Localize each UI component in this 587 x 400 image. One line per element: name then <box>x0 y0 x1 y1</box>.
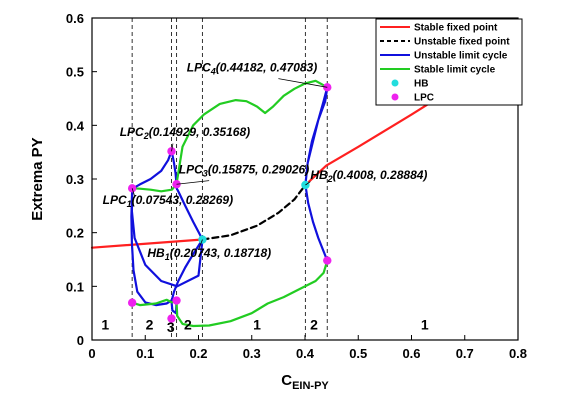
lpc-point-5 <box>323 83 332 92</box>
x-tick-label-7: 0.7 <box>456 346 474 361</box>
region-label-0: 1 <box>101 316 109 332</box>
annotation-lpc2: LPC2(0.14929, 0.35168) <box>120 125 250 141</box>
series-stable-limit-cycle-11 <box>131 183 178 193</box>
series-unstable-fixed-point-2 <box>201 183 307 241</box>
x-tick-label-1: 0.1 <box>136 346 154 361</box>
x-tick-label-4: 0.4 <box>296 346 315 361</box>
legend-box <box>375 18 523 106</box>
annotation-leader-3 <box>131 188 135 197</box>
legend-label-stable-fixed-point: Stable fixed point <box>414 23 498 34</box>
series-unstable-limit-cycle-6 <box>170 238 204 315</box>
annotation-hb1: HB1(0.20743, 0.18718) <box>147 246 271 262</box>
annotation-leader-5 <box>198 239 203 250</box>
x-tick-label-6: 0.6 <box>402 346 420 361</box>
series-stable-fixed-point-1 <box>304 100 434 187</box>
series-stable-limit-cycle-12 <box>175 79 329 186</box>
region-label-1: 2 <box>146 316 154 332</box>
point-annotations: LPC4(0.44182, 0.47083) LPC2(0.14929, 0.35… <box>103 61 428 262</box>
x-axis-label-main: C <box>281 372 292 389</box>
annotation-leader-2 <box>176 180 210 185</box>
x-tick-label-8: 0.8 <box>509 346 527 361</box>
y-tick-label-6: 0.6 <box>66 11 84 26</box>
x-axis-label-subscript: EIN-PY <box>292 380 329 392</box>
y-tick-label-0: 0 <box>77 333 84 348</box>
series-unstable-limit-cycle-4 <box>304 183 329 262</box>
x-tick-label-0: 0 <box>88 346 95 361</box>
lpc-point-8 <box>172 296 181 305</box>
annotation-hb2: HB2(0.4008, 0.28884) <box>310 168 427 184</box>
annotation-leader-4 <box>305 181 311 186</box>
x-tick-label-5: 0.5 <box>349 346 367 361</box>
legend-label-lpc: LPC <box>414 93 434 104</box>
hb-point-1 <box>301 180 310 190</box>
legend-marker-lpc <box>391 93 399 101</box>
y-axis-label: Extrema PY <box>29 137 46 220</box>
annotation-leader-0 <box>278 78 328 88</box>
series-stable-fixed-point-0 <box>90 238 204 249</box>
x-axis-label: CEIN-PY <box>281 372 329 392</box>
legend-label-unstable-limit-cycle: Unstable limit cycle <box>414 51 508 62</box>
region-label-6: 1 <box>421 316 429 332</box>
y-tick-label-1: 0.1 <box>66 279 84 294</box>
series-stable-limit-cycle-14 <box>175 259 329 328</box>
x-tick-label-3: 0.3 <box>243 346 261 361</box>
region-label-2: 3 <box>167 319 175 335</box>
lpc-point-7 <box>167 314 176 323</box>
lpc-point-9 <box>323 256 332 265</box>
region-label-5: 2 <box>310 316 318 332</box>
annotation-lpc3: LPC3(0.15875, 0.29026) <box>179 163 309 179</box>
series-lines <box>90 79 434 328</box>
series-unstable-limit-cycle-8 <box>131 150 173 190</box>
legend-label-unstable-fixed-point: Unstable fixed point <box>414 37 510 48</box>
y-tick-label-4: 0.4 <box>66 118 85 133</box>
y-tick-label-2: 0.2 <box>66 226 84 241</box>
x-tick-label-2: 0.2 <box>189 346 207 361</box>
annotation-leader-1 <box>171 143 174 152</box>
annotation-lpc4: LPC4(0.44182, 0.47083) <box>187 61 317 77</box>
y-tick-label-5: 0.5 <box>66 65 84 80</box>
y-tick-label-3: 0.3 <box>66 172 84 187</box>
legend-label-stable-limit-cycle: Stable limit cycle <box>414 65 496 76</box>
annotation-lpc1: LPC1(0.07543, 0.28269) <box>103 193 233 209</box>
legend-marker-hb <box>391 79 399 87</box>
legend: Stable fixed point Unstable fixed point Un… <box>375 18 523 106</box>
axis-ticks: 0 0.1 0.2 0.3 0.4 0.5 0.6 0.7 0.8 0 0.1 0.2 0.3 0.4 0.… <box>66 11 527 361</box>
lpc-point-6 <box>127 298 137 307</box>
region-label-4: 1 <box>253 316 261 332</box>
legend-label-hb: HB <box>414 79 428 90</box>
region-label-3: 2 <box>184 316 192 332</box>
